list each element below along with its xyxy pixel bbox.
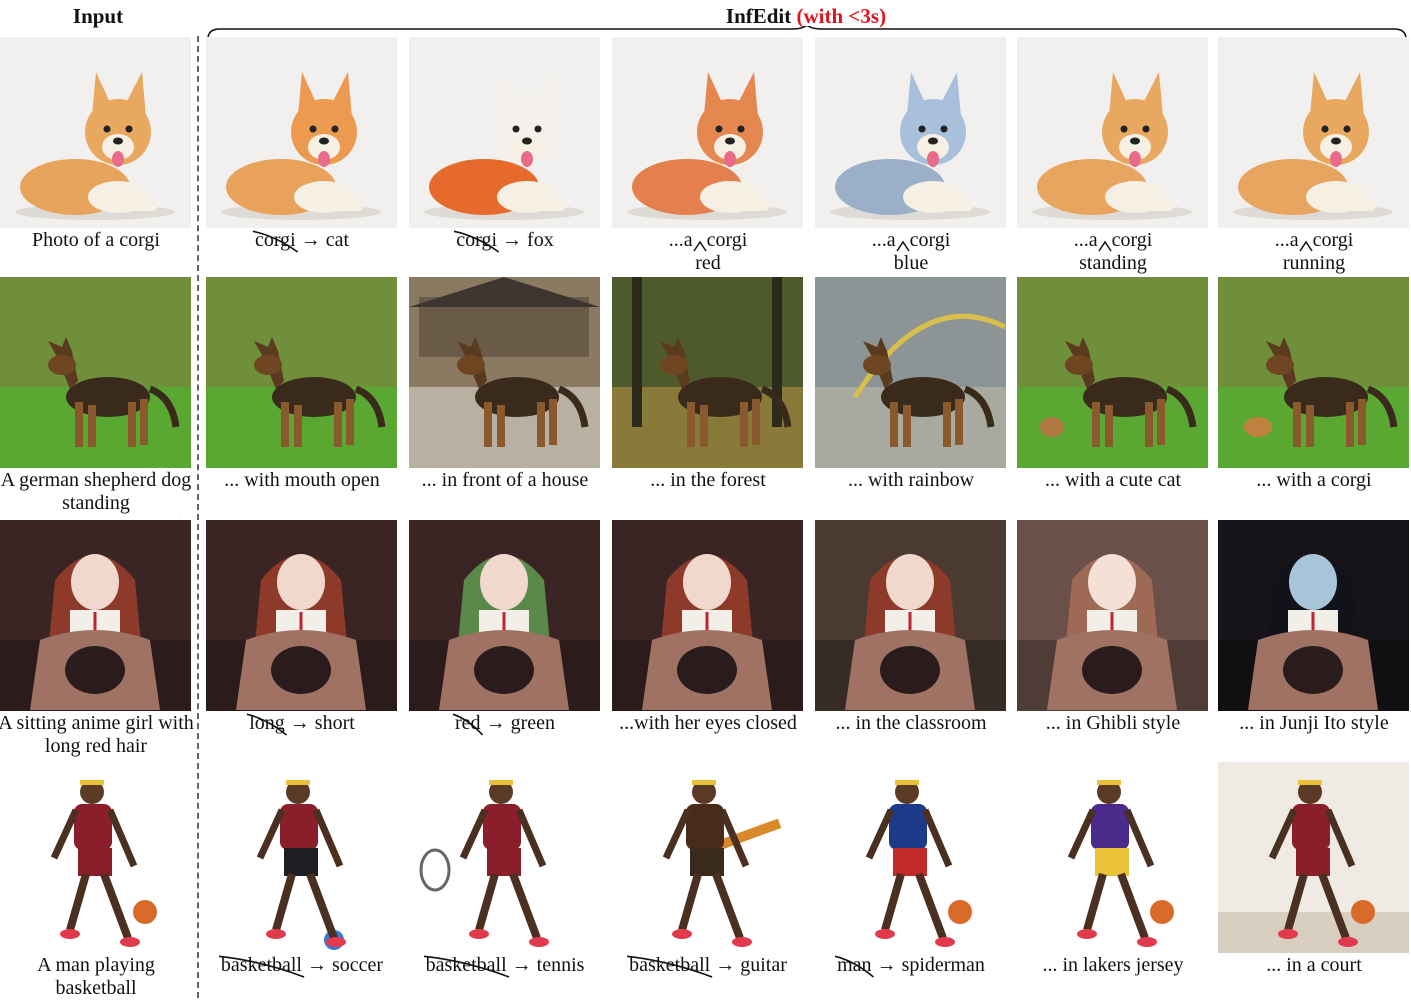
edit-caption: ...a corgi blue: [812, 229, 1010, 275]
caption-word: corgi: [1111, 229, 1153, 251]
strike-mark: [253, 229, 298, 252]
edited-image: [1218, 37, 1409, 228]
struck-word: red: [453, 712, 483, 735]
inserted-word: blue: [893, 252, 929, 274]
edit-caption: corgi → cat: [253, 229, 350, 252]
edited-image: [1017, 37, 1208, 228]
insert-caret-icon: [1097, 235, 1112, 258]
edit-caption: ... with a corgi: [1256, 469, 1372, 491]
input-column-title: Input: [72, 4, 124, 28]
insert-prefix: ...a: [1073, 229, 1098, 251]
edit-caption: ... in front of a house: [421, 469, 589, 491]
edit-caption: ...a corgi red: [609, 229, 807, 275]
edit-caption: ... in Junji Ito style: [1239, 712, 1389, 734]
edit-caption: ...a corgi running: [1215, 229, 1411, 275]
brace: [207, 26, 1407, 40]
insert-caret-icon: [895, 235, 910, 258]
edited-image: [815, 37, 1006, 228]
strike-mark: [247, 712, 287, 735]
struck-word: basketball: [424, 954, 509, 977]
struck-word: corgi: [253, 229, 298, 252]
edited-image: [206, 277, 397, 468]
inserted-word: running: [1282, 252, 1346, 274]
struck-word: basketball: [627, 954, 712, 977]
input-image: [0, 762, 191, 953]
strike-mark: [219, 954, 304, 977]
edit-caption: ... with mouth open: [224, 469, 380, 491]
inserted-word: red: [695, 252, 721, 274]
edited-image: [1218, 277, 1409, 468]
edit-caption: red → green: [453, 712, 555, 735]
struck-word: basketball: [219, 954, 304, 977]
struck-word: corgi: [454, 229, 499, 252]
insert-caret-icon: [692, 235, 707, 258]
edited-image: [1218, 762, 1409, 953]
edited-image: [815, 520, 1006, 711]
strike-mark: [453, 712, 483, 735]
strike-mark: [454, 229, 499, 252]
edited-image: [815, 762, 1006, 953]
edit-caption: ... in the forest: [650, 469, 766, 491]
edited-image: [409, 37, 600, 228]
caption-word: corgi: [1312, 229, 1354, 251]
input-caption: A sitting anime girl with long red hair: [0, 712, 194, 757]
edited-image: [612, 762, 803, 953]
caption-word: corgi: [706, 229, 748, 251]
method-title: InfEdit (with <3s): [206, 4, 1406, 29]
edited-image: [612, 520, 803, 711]
caption-word: corgi: [909, 229, 951, 251]
input-caption: Photo of a corgi: [32, 229, 160, 251]
edit-caption: ... in the classroom: [835, 712, 987, 734]
edited-image: [409, 277, 600, 468]
edit-caption: basketball → guitar: [627, 954, 787, 977]
edit-caption: ... with a cute cat: [1044, 469, 1182, 491]
edited-image: [1017, 762, 1208, 953]
strike-mark: [627, 954, 712, 977]
struck-word: man: [835, 954, 873, 977]
insert-prefix: ...a: [1274, 229, 1299, 251]
edited-image: [206, 37, 397, 228]
edit-caption: ... in Ghibli style: [1045, 712, 1181, 734]
edited-image: [1218, 520, 1409, 711]
edit-caption: ... in lakers jersey: [1042, 954, 1184, 976]
edit-caption: basketball → soccer: [219, 954, 384, 977]
insert-prefix: ...a: [871, 229, 896, 251]
method-name: InfEdit: [725, 4, 792, 28]
insert-caret-icon: [1298, 235, 1313, 258]
input-image: [0, 37, 191, 228]
edit-caption: ...a corgi standing: [1014, 229, 1212, 275]
edit-caption: ... with rainbow: [847, 469, 975, 491]
edit-caption: long → short: [247, 712, 355, 735]
edit-caption: ...with her eyes closed: [619, 712, 797, 734]
edit-caption: man → spiderman: [835, 954, 985, 977]
edited-image: [1017, 277, 1208, 468]
input-image: [0, 277, 191, 468]
inserted-word: standing: [1079, 252, 1147, 274]
edited-image: [409, 520, 600, 711]
edit-caption: corgi → fox: [454, 229, 554, 252]
edited-image: [612, 277, 803, 468]
edited-image: [1017, 520, 1208, 711]
input-caption: A man playing basketball: [37, 954, 155, 999]
edited-image: [815, 277, 1006, 468]
strike-mark: [424, 954, 509, 977]
edited-image: [409, 762, 600, 953]
speed-note: (with <3s): [796, 4, 887, 28]
edited-image: [612, 37, 803, 228]
insert-prefix: ...a: [668, 229, 693, 251]
edited-image: [206, 520, 397, 711]
input-image: [0, 520, 191, 711]
input-caption: A german shepherd dog standing: [0, 469, 192, 514]
edited-image: [206, 762, 397, 953]
edit-caption: basketball → tennis: [424, 954, 585, 977]
edit-caption: ... in a court: [1266, 954, 1362, 976]
strike-mark: [835, 954, 873, 977]
column-divider: [197, 36, 199, 998]
struck-word: long: [247, 712, 287, 735]
